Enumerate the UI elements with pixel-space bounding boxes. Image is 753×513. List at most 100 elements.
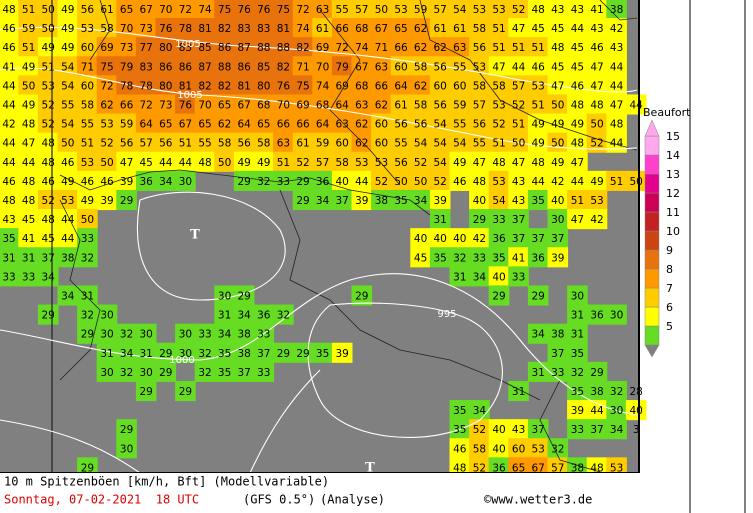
gust-value: 43 [512,195,525,207]
gust-value: 35 [218,367,231,379]
gust-value: 38 [590,386,603,398]
gust-value: 44 [179,157,193,169]
gust-value: 51 [610,176,623,188]
gust-value: 54 [453,4,467,16]
wind-cell [312,132,333,153]
gust-value: 54 [434,138,448,150]
gust-value: 55 [81,119,94,131]
footer-credit: ©www.wetter3.de [484,493,592,507]
gust-value: 55 [198,138,211,150]
wind-cell [135,151,157,172]
gust-value: 40 [453,233,466,245]
gust-value: 60 [434,80,447,92]
gust-value: 40 [473,195,486,207]
gust-value: 37 [42,252,55,264]
wind-cell [488,132,510,153]
wind-cell [96,323,118,344]
wind-cell [77,247,98,268]
wind-cell [0,37,20,58]
wind-cell [469,419,490,440]
gust-value: 32 [453,252,466,264]
gust-value: 52 [414,157,427,169]
gust-value: 48 [2,4,15,16]
wind-cell [96,18,118,39]
wind-cell [292,18,314,39]
gust-value: 65 [218,100,231,112]
gust-value: 41 [22,233,35,245]
legend-swatch [644,192,660,213]
gust-value: 88 [257,42,270,54]
wind-cell [586,170,608,191]
gust-value: 55 [473,138,486,150]
gust-value: 37 [590,424,603,436]
wind-cell [18,0,39,20]
wind-cell [586,189,608,211]
wind-cell [214,132,235,153]
wind-cell [135,56,157,77]
wind-cell [273,151,294,172]
wind-cell [233,323,255,344]
gust-value: 65 [394,23,407,35]
wind-cell [410,228,431,249]
wind-cell [547,75,569,96]
gust-value: 46 [590,42,604,54]
gust-value: 73 [140,23,153,35]
gust-value: 82 [218,23,231,35]
wind-cell [175,37,196,58]
gust-value: 36 [492,462,506,474]
wind-cell [135,37,157,58]
gust-value: 50 [630,176,643,188]
wind-cell [410,170,431,191]
wind-cell [449,247,471,268]
wind-cell [135,0,157,20]
gust-value: 81 [238,80,251,92]
gust-value: 49 [61,23,74,35]
gust-value: 40 [492,443,505,455]
wind-cell [0,247,20,268]
wind-cell [567,342,588,363]
gust-value: 46 [2,42,16,54]
gust-value: 45 [532,23,545,35]
gust-value: 31 [2,252,15,264]
gust-value: 34 [610,424,624,436]
wind-cell [449,400,471,421]
wind-cell [351,132,373,153]
wind-cell [567,361,588,382]
wind-cell [77,132,98,153]
gust-value: 50 [22,80,35,92]
wind-cell [508,419,529,440]
gust-value: 47 [590,80,603,92]
wind-cell [449,0,471,20]
gust-value: 50 [81,214,94,226]
gust-value: 29 [492,291,505,303]
gust-value: 43 [2,214,15,226]
wind-cell [331,189,353,211]
gust-value: 29 [159,367,172,379]
wind-cell [449,94,471,115]
gust-value: 47 [571,214,584,226]
gust-value: 45 [42,233,55,245]
wind-cell [488,113,510,134]
wind-cell [390,132,412,153]
gust-value: 42 [551,176,564,188]
gust-value: 34 [218,329,232,341]
wind-cell [449,266,471,287]
gust-value: 85 [257,61,270,73]
gust-value: 38 [375,195,388,207]
gust-value: 36 [492,233,506,245]
wind-cell [18,94,39,115]
wind-cell [449,75,471,96]
wind-cell [488,247,510,268]
gust-value: 49 [532,138,545,150]
footer-title: 10 m Spitzenböen [km/h, Bft] (Modellvari… [4,475,329,489]
gust-value: 54 [61,119,75,131]
gust-value: 62 [414,42,427,54]
wind-cell [449,228,471,249]
wind-cell [18,113,39,134]
gust-value: 37 [512,233,525,245]
gust-value: 72 [140,100,153,112]
gust-value: 53 [532,443,545,455]
gust-value: 64 [140,119,154,131]
wind-cell [77,0,98,20]
gust-value: 47 [120,157,133,169]
